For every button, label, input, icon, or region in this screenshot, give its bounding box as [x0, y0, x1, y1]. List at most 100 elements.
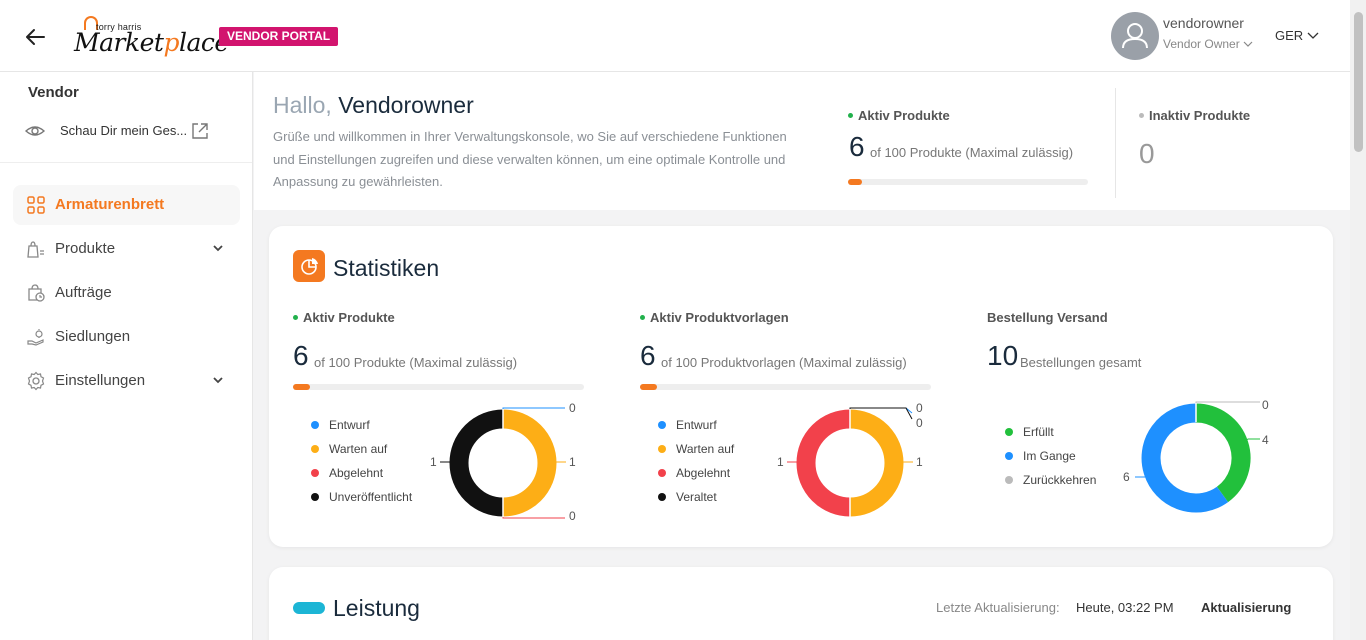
sidebar-item-label: Aufträge [55, 284, 112, 301]
view-shop-label: Schau Dir mein Ges... [60, 123, 188, 138]
sidebar: Vendor Schau Dir mein Ges... Armaturenbr… [0, 72, 253, 640]
user-role-dropdown[interactable]: Vendor Owner [1163, 37, 1253, 51]
welcome-panel: Hallo, Vendorowner Grüße und willkommen … [254, 72, 1350, 210]
slice-warten-auf [502, 409, 557, 517]
eye-icon [24, 126, 46, 136]
orders-shipping-label: Bestellung Versand [987, 310, 1108, 325]
dashboard-icon [27, 196, 45, 214]
user-icon [1122, 23, 1148, 49]
label-entwurf: 0 [916, 401, 923, 415]
performance-icon [293, 602, 325, 614]
label-unveroeffentlicht: 1 [430, 455, 437, 469]
label-abgelehnt: 0 [569, 509, 576, 523]
sidebar-item-products[interactable]: Produkte [13, 229, 240, 269]
page-title: Hallo, Vendorowner [273, 92, 474, 118]
inactive-products-count: 0 [1139, 138, 1155, 169]
slice-abgelehnt [796, 409, 851, 517]
sidebar-divider [0, 162, 252, 163]
legend-item: Abgelehnt [311, 461, 412, 485]
scroll-thumb[interactable] [1354, 12, 1363, 152]
last-updated-label: Letzte Aktualisierung: [936, 600, 1060, 615]
label-warten: 1 [916, 455, 923, 469]
orders-count: 10 [987, 340, 1019, 371]
label-abgelehnt: 1 [777, 455, 784, 469]
legend-item: Warten auf [658, 437, 734, 461]
marketplace-logo[interactable]: torry harris Marketplace [74, 16, 229, 60]
statistics-card: Statistiken Aktiv Produkte 6 of 100 Prod… [269, 226, 1333, 547]
templates-legend: Entwurf Warten auf Abgelehnt Veraltet [658, 413, 734, 509]
top-header: torry harris Marketplace VENDOR PORTAL v… [0, 0, 1350, 72]
leader-zurueckkehren [1195, 401, 1260, 403]
slice-im-gange [1141, 403, 1229, 513]
performance-title: Leistung [333, 595, 420, 621]
status-dot [848, 113, 853, 119]
orders-suffix: Bestellungen gesamt [1020, 355, 1142, 370]
active-products-suffix: of 100 Produkte (Maximal zulässig) [870, 145, 1074, 160]
status-dot [1139, 113, 1144, 119]
legend-item: Abgelehnt [658, 461, 734, 485]
vendor-portal-badge: VENDOR PORTAL [219, 27, 339, 46]
chevron-down-icon [1307, 32, 1319, 39]
label-veraltet: 0 [916, 416, 923, 430]
bag-icon [84, 16, 98, 30]
language-selector[interactable]: GER [1275, 28, 1319, 43]
orders-donut-chart: 0 4 6 [1123, 398, 1269, 513]
page-scrollbar[interactable] [1350, 0, 1366, 640]
active-products-label: Aktiv Produkte [848, 108, 950, 123]
sidebar-title: Vendor [28, 84, 79, 101]
legend-item: Erfüllt [1005, 420, 1096, 444]
logo-wordmark: Marketplace [74, 28, 229, 57]
legend-item: Veraltet [658, 485, 734, 509]
leader-veraltet [849, 407, 913, 420]
status-dot [640, 315, 645, 321]
inactive-products-label: Inaktiv Produkte [1139, 108, 1250, 123]
active-products-progress [848, 179, 1088, 185]
logo-subtitle: torry harris [96, 22, 142, 32]
sidebar-item-orders[interactable]: Aufträge [13, 273, 240, 313]
products-legend: Entwurf Warten auf Abgelehnt Unveröffent… [311, 413, 412, 509]
active-templates-label: Aktiv Produktvorlagen [640, 310, 789, 325]
pie-chart-icon [293, 250, 325, 282]
refresh-button[interactable]: Aktualisierung [1201, 600, 1292, 615]
leader-abgelehnt [502, 517, 565, 519]
legend-item: Warten auf [311, 437, 412, 461]
orders-icon [28, 284, 45, 302]
sidebar-item-label: Siedlungen [55, 328, 131, 345]
avatar[interactable] [1111, 12, 1159, 60]
sidebar-item-settings[interactable]: Einstellungen [13, 361, 240, 401]
settings-gear-icon [27, 371, 45, 391]
sidebar-item-label: Produkte [55, 240, 116, 257]
sidebar-item-settlements[interactable]: Siedlungen [13, 317, 240, 357]
chevron-down-icon[interactable] [212, 374, 224, 386]
back-arrow-icon[interactable] [24, 26, 46, 48]
slice-warten-auf [849, 409, 904, 517]
leader-erfuellt [1242, 438, 1260, 444]
products-icon [27, 241, 44, 258]
legend-item: Im Gange [1005, 444, 1096, 468]
legend-item: Entwurf [658, 413, 734, 437]
status-dot [293, 315, 298, 321]
active-templates-count: 6 [640, 340, 656, 371]
templates-donut-chart: 0 0 1 1 [777, 401, 923, 517]
external-link-icon [192, 123, 208, 139]
active-products-count: 6 [849, 131, 865, 162]
label-zurueckkehren: 0 [1262, 398, 1269, 412]
settlements-icon [27, 329, 44, 346]
leader-im-gange [1135, 472, 1150, 478]
orders-legend: Erfüllt Im Gange Zurückkehren [1005, 420, 1096, 492]
label-im-gange: 6 [1123, 470, 1130, 484]
chevron-down-icon[interactable] [212, 242, 224, 254]
active-templates-progress [640, 384, 931, 390]
label-entwurf: 0 [569, 401, 576, 415]
active-templates-suffix: of 100 Produktvorlagen (Maximal zulässig… [661, 355, 907, 370]
last-updated-time: Heute, 03:22 PM [1076, 600, 1174, 615]
legend-item: Unveröffentlicht [311, 485, 412, 509]
legend-item: Entwurf [311, 413, 412, 437]
sidebar-item-label: Einstellungen [55, 372, 146, 389]
view-shop-link[interactable]: Schau Dir mein Ges... [24, 120, 224, 142]
user-name: vendorowner [1163, 15, 1244, 31]
products-donut-chart: 0 1 1 0 [430, 401, 576, 523]
sidebar-item-label: Armaturenbrett [55, 196, 165, 213]
label-erfuellt: 4 [1262, 433, 1269, 447]
sidebar-item-dashboard[interactable]: Armaturenbrett [13, 185, 240, 225]
